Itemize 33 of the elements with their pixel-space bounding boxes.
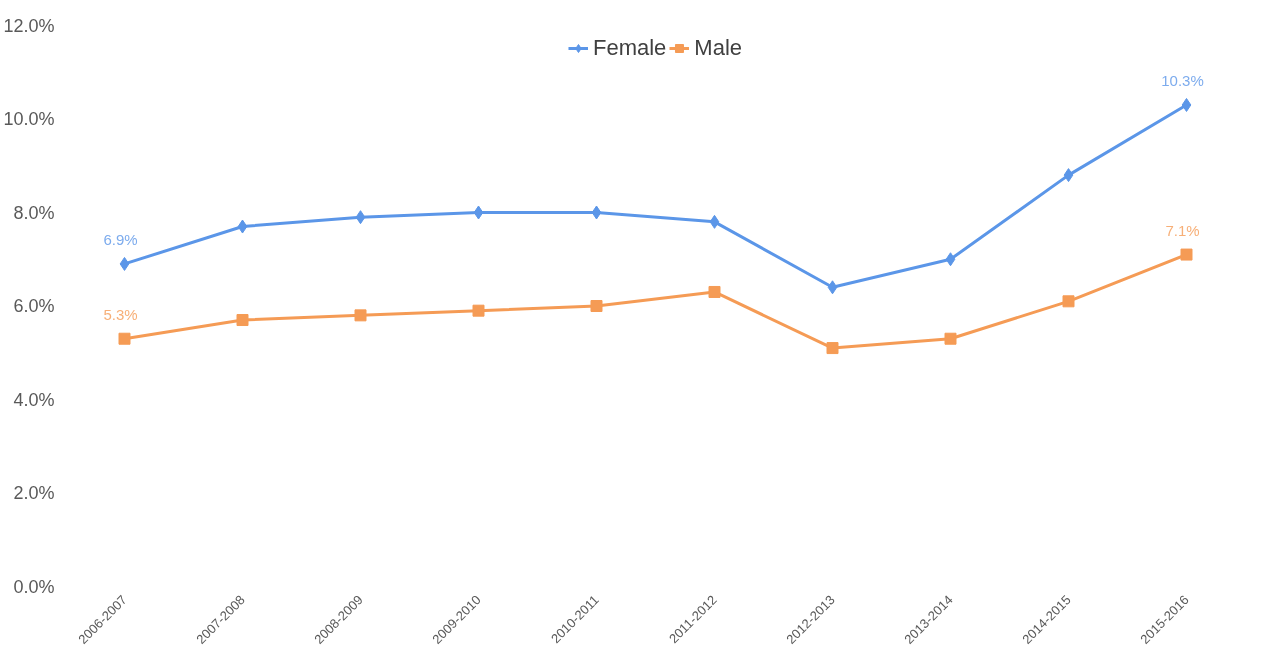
point — [355, 210, 366, 225]
point — [709, 214, 720, 229]
point — [945, 252, 956, 267]
point — [1181, 97, 1192, 112]
legend-label: Female — [592, 35, 667, 61]
data-label: 6.9% — [103, 230, 138, 248]
point — [119, 256, 130, 271]
point — [1063, 168, 1074, 183]
y-tick-label: 2.0% — [13, 483, 55, 503]
point — [944, 332, 957, 345]
y-tick-label: 4.0% — [13, 389, 55, 410]
point — [591, 205, 602, 220]
y-tick-label: 0.0% — [13, 576, 55, 597]
legend-label: Male — [694, 35, 743, 61]
data-label: 5.3% — [103, 305, 138, 323]
point — [118, 332, 131, 345]
point — [473, 205, 484, 220]
data-label: 10.3% — [1161, 71, 1204, 89]
point — [1180, 248, 1193, 261]
y-tick-label: 10.0% — [3, 109, 55, 129]
point — [708, 285, 721, 298]
point — [1062, 295, 1075, 308]
data-label: 7.1% — [1165, 221, 1200, 239]
y-tick-label: 12.0% — [3, 15, 55, 36]
point — [826, 342, 839, 355]
point — [590, 300, 603, 312]
point — [236, 314, 249, 327]
y-tick-label: 8.0% — [13, 202, 55, 223]
point — [237, 219, 248, 234]
y-tick-label: 6.0% — [13, 296, 55, 316]
point — [354, 309, 367, 322]
point — [472, 304, 485, 317]
point — [827, 280, 838, 295]
